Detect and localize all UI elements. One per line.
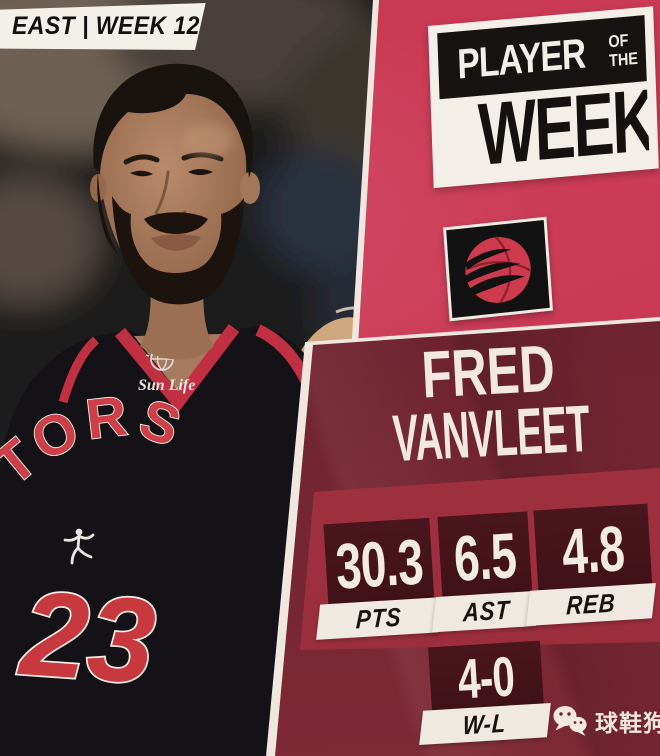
watermark-text: 球鞋狗 xyxy=(595,710,660,736)
potw-week-text: WEEK xyxy=(476,81,650,180)
watermark: 球鞋狗 xyxy=(552,704,660,738)
stat-value-reb: 4.8 xyxy=(559,512,627,588)
record-cell: 4-0 xyxy=(428,640,544,714)
armhole-trim-left xyxy=(58,336,100,404)
stat-value-pts: 30.3 xyxy=(333,525,425,603)
stat-cell-reb: 4.8 xyxy=(533,503,653,597)
potw-player-text: PLAYER xyxy=(456,29,587,88)
sunlife-text: Sun Life xyxy=(138,377,195,394)
stat-cell-pts: 30.3 xyxy=(323,517,435,611)
player-head xyxy=(90,63,260,360)
east-week-badge: EAST | WEEK 12 xyxy=(0,3,206,50)
vneck-trim xyxy=(114,324,240,413)
jumpman-icon xyxy=(63,528,95,565)
jersey-number: 23 xyxy=(15,566,160,709)
east-week-label: EAST | WEEK 12 xyxy=(11,12,200,40)
raptors-logo-chip xyxy=(443,216,553,322)
potw-badge: PLAYER OF THE WEEK xyxy=(428,6,659,189)
potw-of-text: OF xyxy=(607,30,629,52)
record-value: 4-0 xyxy=(456,643,516,711)
stat-label-ast: AST xyxy=(432,590,540,633)
stat-value-ast: 6.5 xyxy=(451,519,519,595)
stat-cell-ast: 6.5 xyxy=(437,511,533,603)
player-last-name: VANVLEET xyxy=(391,390,592,476)
player-name: FRED VANVLEET xyxy=(317,331,660,476)
raptors-claw-logo-icon xyxy=(462,236,531,304)
wechat-icon xyxy=(553,705,587,736)
potw-the-text: THE xyxy=(608,48,638,71)
